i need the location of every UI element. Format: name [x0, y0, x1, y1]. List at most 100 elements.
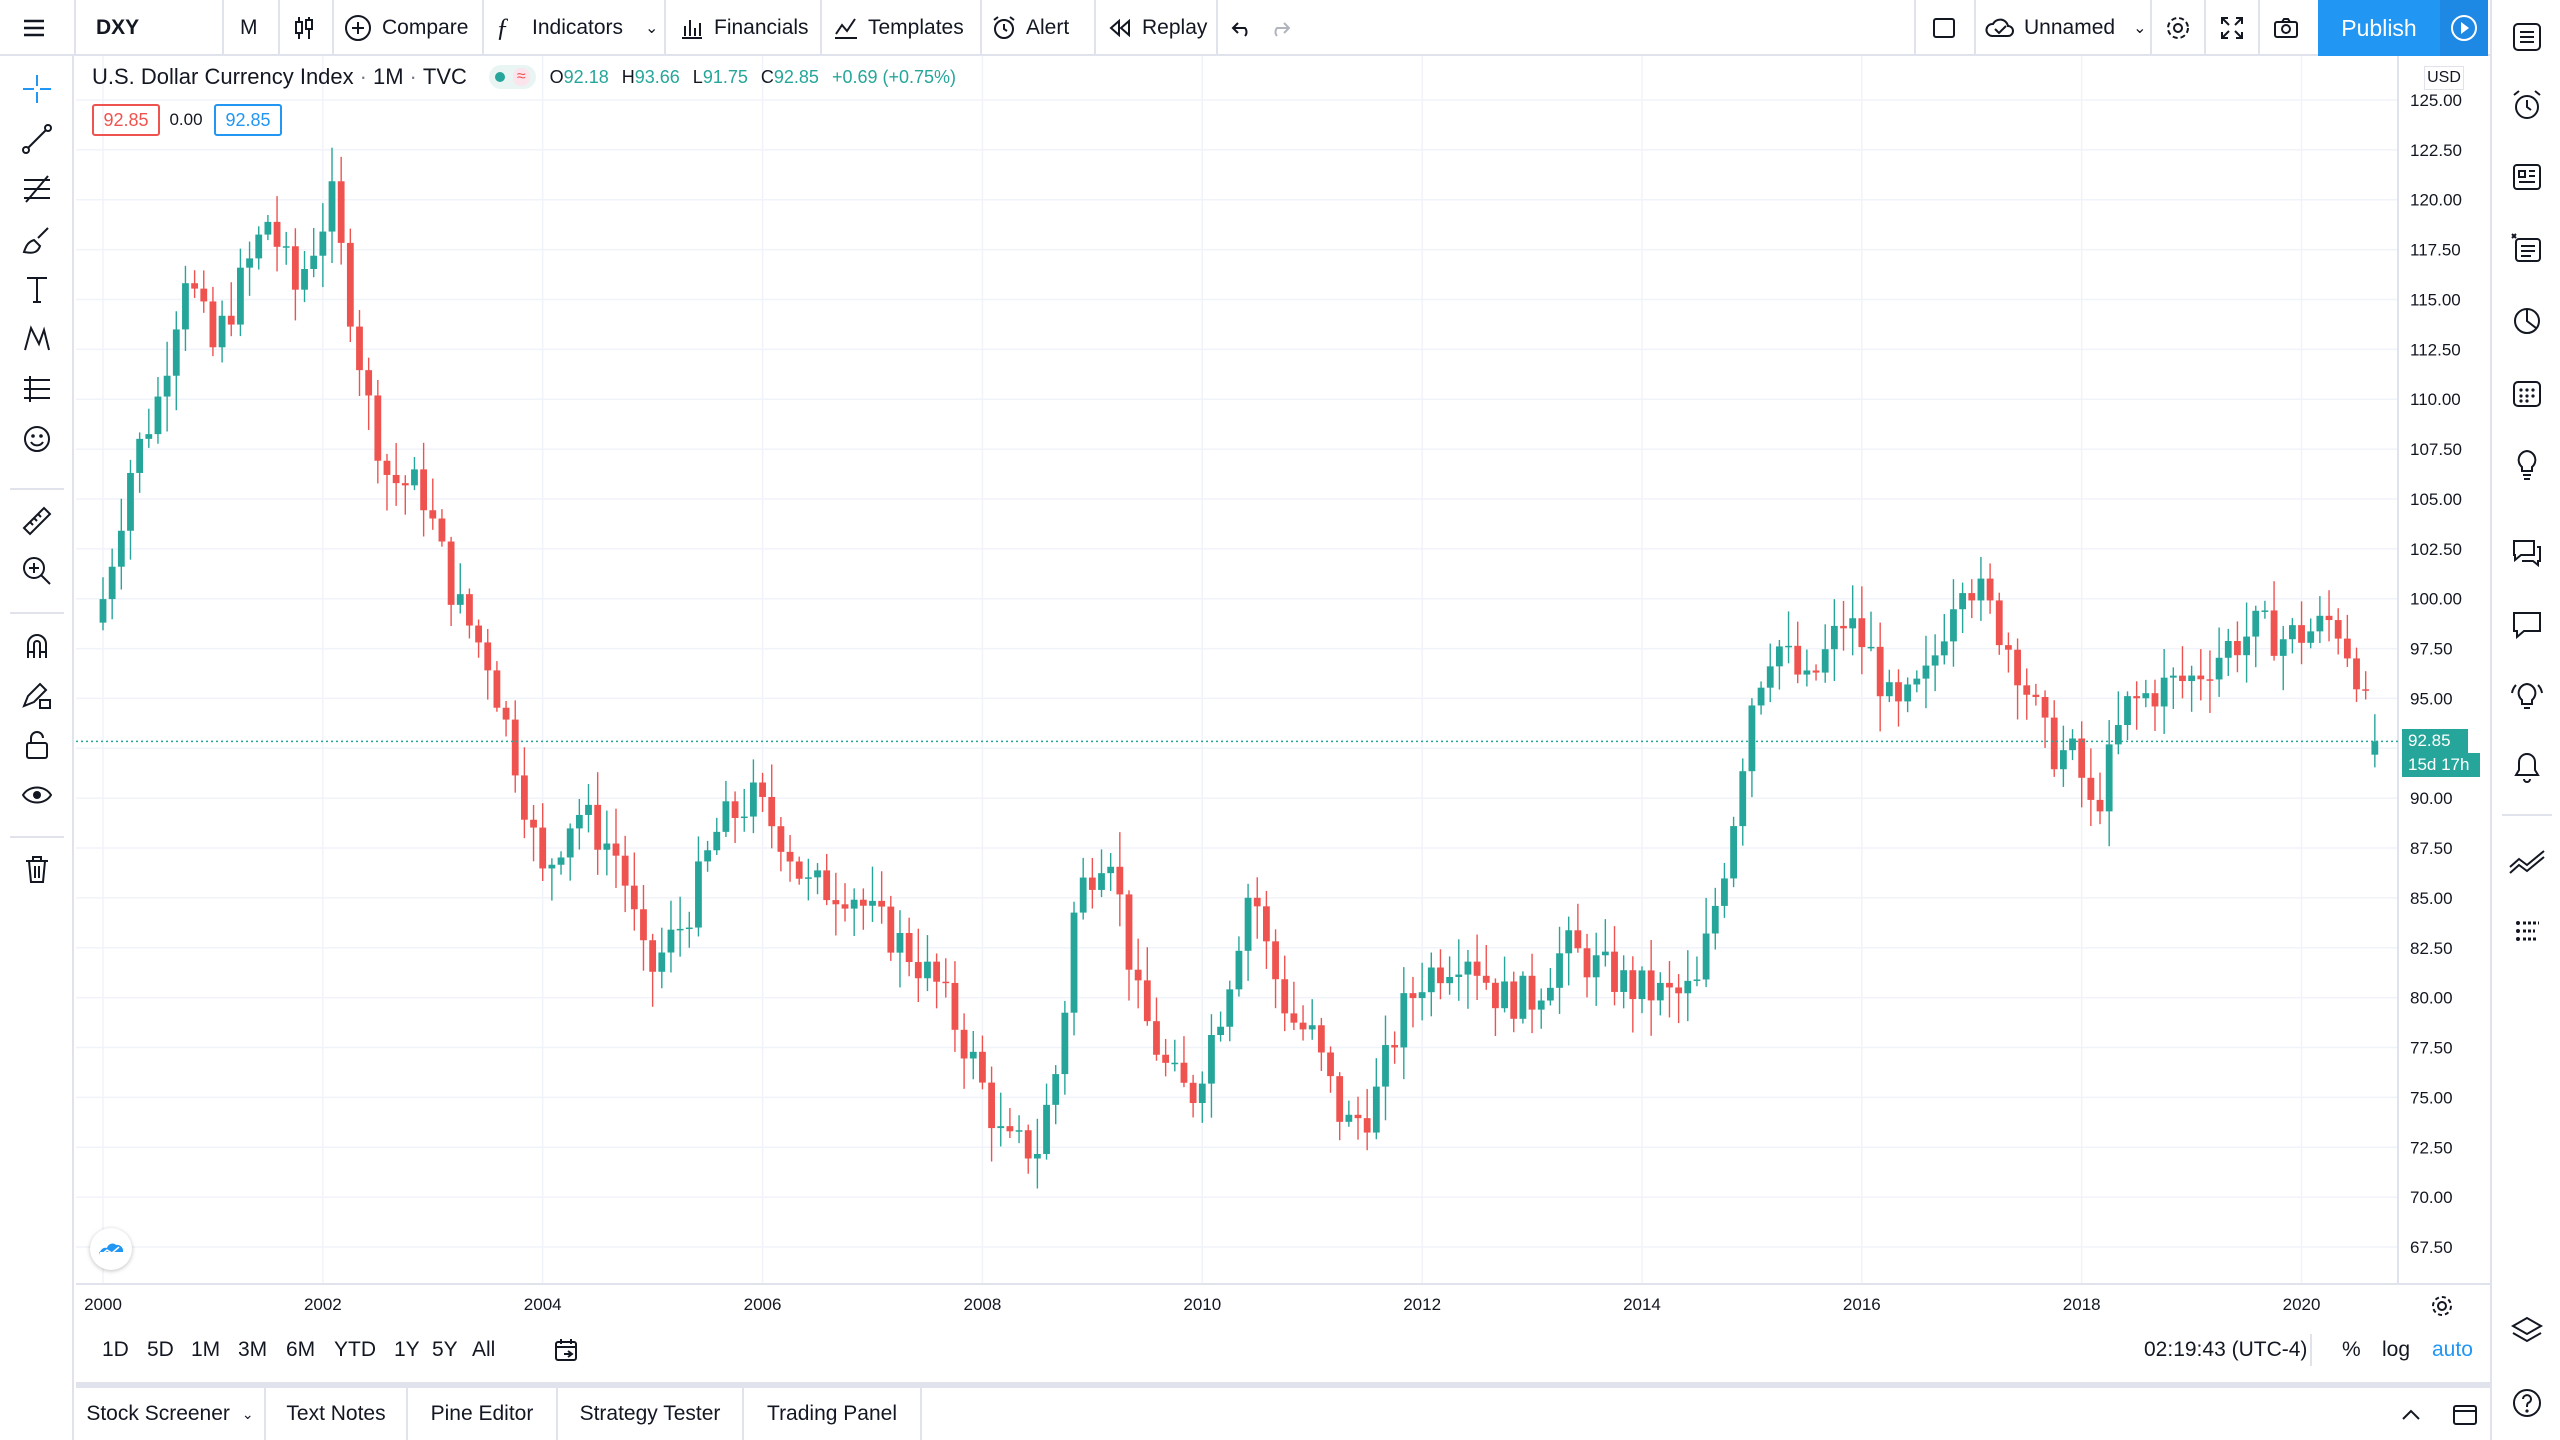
camera-icon[interactable] [2272, 0, 2300, 56]
eye-icon[interactable] [18, 776, 56, 814]
interval-button[interactable]: M [240, 16, 258, 39]
range-button-all[interactable]: All [472, 1338, 496, 1361]
range-button-1d[interactable]: 1D [102, 1338, 129, 1361]
chevron-down-icon[interactable]: ⌄ [645, 20, 659, 37]
crosshair-icon[interactable] [18, 70, 56, 108]
calendar-icon[interactable] [2506, 372, 2548, 414]
chevron-up-icon[interactable] [2394, 1398, 2428, 1432]
sell-price-badge[interactable]: 92.85 [92, 104, 160, 136]
smiley-icon[interactable] [18, 420, 56, 458]
brush-icon[interactable] [18, 220, 56, 258]
chevron-down-icon[interactable]: ⌄ [2133, 20, 2147, 37]
lightbulb-icon[interactable] [2506, 444, 2548, 486]
zoom-in-icon[interactable] [18, 552, 56, 590]
financials-button[interactable]: Financials [678, 0, 809, 56]
candle-body [704, 850, 712, 862]
candle-body [667, 929, 675, 953]
play-circle-icon[interactable] [2440, 0, 2488, 56]
candle-body [1986, 578, 1994, 601]
layout-menu[interactable]: Unnamed ⌄ [1984, 0, 2146, 56]
prediction-icon[interactable] [18, 370, 56, 408]
candle-body [2234, 640, 2241, 656]
menu-icon[interactable] [20, 0, 48, 56]
candle-body [1299, 1022, 1307, 1030]
goto-date-icon[interactable] [552, 1320, 580, 1380]
help-icon[interactable] [2506, 1382, 2548, 1424]
candle-body [1107, 866, 1115, 874]
candle-body [1006, 1126, 1014, 1132]
percent-scale-toggle[interactable]: % [2342, 1338, 2361, 1361]
pattern-icon[interactable] [18, 320, 56, 358]
tab-stock-screener[interactable]: Stock Screener ⌄ [76, 1388, 266, 1440]
right-widgetbar [2490, 0, 2560, 1440]
range-button-ytd[interactable]: YTD [334, 1338, 376, 1361]
tab-strategy-tester[interactable]: Strategy Tester [558, 1388, 744, 1440]
candle-body [896, 932, 904, 953]
candle-body [566, 828, 574, 858]
maximize-panel-icon[interactable] [2448, 1398, 2482, 1432]
candle-body [1821, 649, 1829, 673]
candle-body [1629, 970, 1637, 1000]
symbol-title[interactable]: U.S. Dollar Currency Index [92, 64, 354, 89]
calendar-pie-icon[interactable] [2506, 300, 2548, 342]
magnet-icon[interactable] [18, 626, 56, 664]
fullscreen-icon[interactable] [2218, 0, 2246, 56]
candle-body [511, 719, 519, 776]
range-button-1y[interactable]: 1Y [394, 1338, 420, 1361]
divider [2258, 0, 2260, 56]
trend-line-icon[interactable] [18, 120, 56, 158]
log-scale-toggle[interactable]: log [2382, 1338, 2411, 1361]
currency-label[interactable]: USD [2424, 66, 2464, 90]
trash-icon[interactable] [18, 850, 56, 888]
watchlist-icon[interactable] [2506, 16, 2548, 58]
market-status[interactable]: ≈ [488, 65, 536, 89]
open-value: 92.18 [563, 66, 609, 87]
symbol-search[interactable]: DXY [96, 16, 140, 39]
alarm-clock-icon[interactable] [2506, 84, 2548, 126]
divider [10, 836, 64, 838]
tab-trading-panel[interactable]: Trading Panel [744, 1388, 922, 1440]
clock-time[interactable]: 02:19:43 (UTC-4) [2144, 1338, 2308, 1361]
fullscreen-toggle-icon[interactable] [1930, 0, 1958, 56]
lock-pencil-icon[interactable] [18, 676, 56, 714]
bar-chart-icon [682, 20, 702, 39]
tab-text-notes[interactable]: Text Notes [266, 1388, 408, 1440]
chats-icon[interactable] [2506, 532, 2548, 574]
unlock-icon[interactable] [18, 726, 56, 764]
buy-price-badge[interactable]: 92.85 [214, 104, 282, 136]
notifications-bell-icon[interactable] [2506, 746, 2548, 788]
range-button-3m[interactable]: 3M [238, 1338, 268, 1361]
hotlist-icon[interactable] [2506, 228, 2548, 270]
range-button-5d[interactable]: 5D [147, 1338, 174, 1361]
alert-button[interactable]: Alert [990, 0, 1069, 56]
indicators-button[interactable]: ƒ Indicators ⌄ [496, 0, 658, 56]
range-button-6m[interactable]: 6M [286, 1338, 316, 1361]
tab-pine-editor[interactable]: Pine Editor [408, 1388, 558, 1440]
auto-scale-toggle[interactable]: auto [2432, 1338, 2473, 1361]
range-button-1m[interactable]: 1M [191, 1338, 221, 1361]
candle-body [1171, 1062, 1179, 1065]
candles-icon[interactable] [290, 0, 318, 56]
candle-body [1940, 641, 1948, 656]
ideas-stream-icon[interactable] [2506, 676, 2548, 718]
ruler-icon[interactable] [18, 502, 56, 540]
candle-body [887, 906, 895, 953]
replay-button[interactable]: Replay [1106, 0, 1207, 56]
range-button-5y[interactable]: 5Y [432, 1338, 458, 1361]
redo-icon[interactable] [1266, 0, 1294, 56]
chat-bubble-icon[interactable] [2506, 604, 2548, 646]
layers-icon[interactable] [2506, 1310, 2548, 1352]
chevron-down-icon[interactable]: ⌄ [241, 1405, 254, 1422]
data-window-icon[interactable] [2506, 156, 2548, 198]
tradingview-logo[interactable] [90, 1228, 132, 1270]
axis-settings-gear-icon[interactable] [2426, 1290, 2458, 1322]
undo-icon[interactable] [1228, 0, 1256, 56]
compare-button[interactable]: Compare [344, 0, 468, 56]
text-tool-icon[interactable] [18, 270, 56, 308]
templates-button[interactable]: Templates [832, 0, 964, 56]
settings-gear-icon[interactable] [2164, 0, 2192, 56]
fib-retracement-icon[interactable] [18, 170, 56, 208]
dom-icon[interactable] [2506, 910, 2548, 952]
trading-icon[interactable] [2506, 838, 2548, 880]
price-chart[interactable]: 125.00 122.50 120.00 117.50 115.00 112.50 110.… [76, 56, 2490, 1320]
